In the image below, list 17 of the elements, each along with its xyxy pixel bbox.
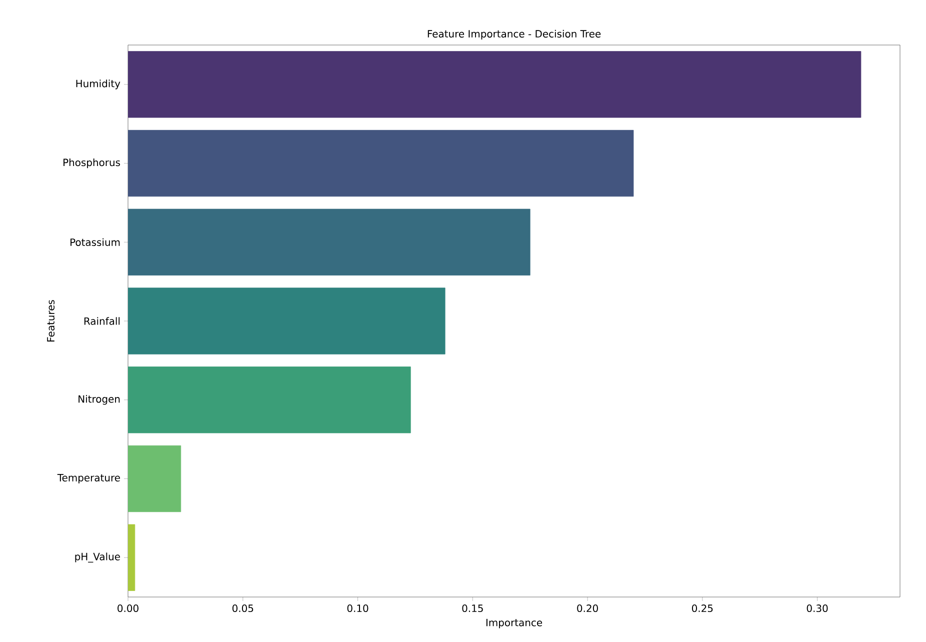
x-tick-label: 0.15	[462, 604, 483, 612]
y-tick-label: Humidity	[76, 80, 120, 90]
y-tick-label: Nitrogen	[78, 395, 120, 405]
x-tick-label: 0.25	[692, 604, 713, 612]
x-tick-label: 0.05	[232, 604, 254, 612]
x-tick-label: 0.00	[118, 604, 138, 612]
y-tick-label: pH_Value	[75, 552, 120, 563]
chart-title: Feature Importance - Decision Tree	[428, 30, 601, 40]
y-tick-label: Phosphorus	[64, 158, 120, 168]
y-tick-label: Temperature	[57, 474, 120, 484]
y-tick-label: Potassium	[70, 238, 120, 246]
y-axis-title: Features	[47, 300, 55, 342]
x-axis-title: Importance	[486, 618, 542, 628]
y-tick-label: Rainfall	[84, 317, 120, 325]
x-tick-label: 0.30	[806, 604, 828, 612]
x-tick-label: 0.20	[577, 604, 598, 612]
x-tick-label: 0.10	[347, 604, 368, 612]
